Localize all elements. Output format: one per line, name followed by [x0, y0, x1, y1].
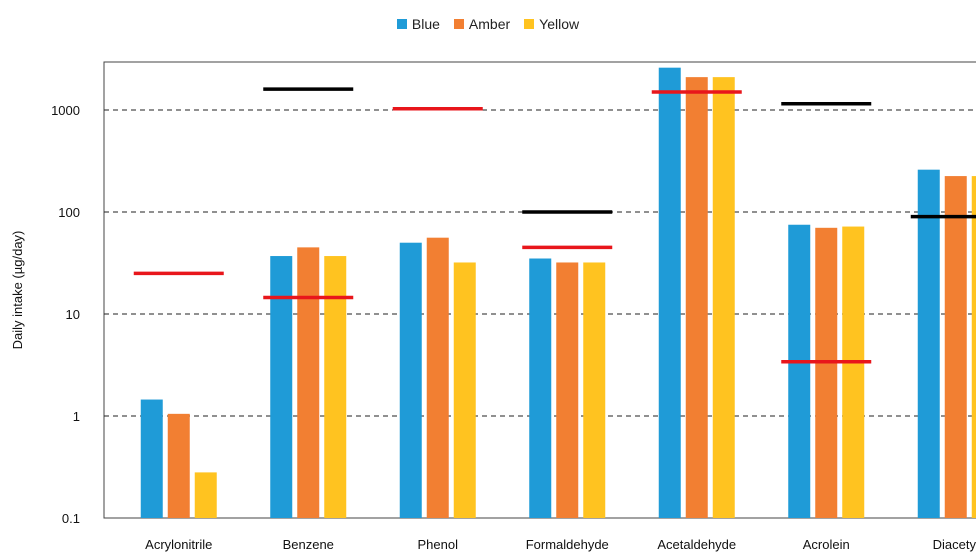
x-axis-categories: Acrylonitrile Benzene Phenol Formaldehyde Ac…	[145, 537, 976, 552]
bar-yellow	[583, 262, 606, 518]
y-tick-label: 1	[73, 409, 80, 424]
bar-yellow	[842, 226, 865, 519]
x-category-label: Diacetyl	[933, 537, 976, 552]
bar-blue	[529, 258, 552, 518]
legend-label: Amber	[468, 16, 511, 32]
bar-yellow	[194, 472, 217, 518]
x-category-label: Benzene	[283, 537, 334, 552]
y-tick-label: 10	[66, 307, 80, 322]
y-axis-title: Daily intake (µg/day)	[10, 231, 25, 350]
legend-swatch	[396, 19, 407, 29]
x-category-label: Acrolein	[803, 537, 850, 552]
bar-blue	[399, 242, 422, 518]
legend-swatch	[453, 19, 464, 29]
bar-amber	[167, 413, 190, 518]
bar-yellow	[712, 77, 735, 518]
bar-yellow	[324, 256, 347, 518]
legend-entry-yellow: Yellow	[524, 16, 579, 32]
reference-lines	[133, 87, 976, 364]
bar-amber	[426, 237, 449, 518]
legend-entry-amber: Amber	[453, 16, 511, 32]
legend: Blue Amber Yellow	[0, 14, 976, 34]
x-category-label: Phenol	[418, 537, 459, 552]
bar-blue	[140, 399, 163, 518]
bar-amber	[944, 176, 967, 518]
bar-yellow	[453, 262, 476, 518]
bar-amber	[297, 247, 320, 519]
legend-entry-blue: Blue	[396, 16, 440, 32]
bar-blue	[917, 169, 940, 518]
bar-blue	[658, 67, 681, 518]
bar-amber	[556, 262, 579, 518]
x-category-label: Formaldehyde	[526, 537, 609, 552]
x-category-label: Acrylonitrile	[145, 537, 212, 552]
y-tick-label: 0.1	[62, 511, 80, 526]
x-category-label: Acetaldehyde	[657, 537, 736, 552]
y-tick-label: 100	[58, 205, 80, 220]
bar-blue	[270, 256, 293, 518]
legend-swatch	[524, 19, 535, 29]
bar-amber	[685, 77, 708, 518]
y-axis-ticks: 0.1 1 10 100 1000	[51, 103, 80, 526]
y-tick-label: 1000	[51, 103, 80, 118]
legend-label: Blue	[411, 16, 440, 32]
bar-yellow	[971, 176, 976, 518]
bars	[140, 67, 976, 519]
bar-amber	[815, 227, 838, 519]
legend-label: Yellow	[539, 16, 580, 32]
bar-blue	[788, 224, 811, 518]
